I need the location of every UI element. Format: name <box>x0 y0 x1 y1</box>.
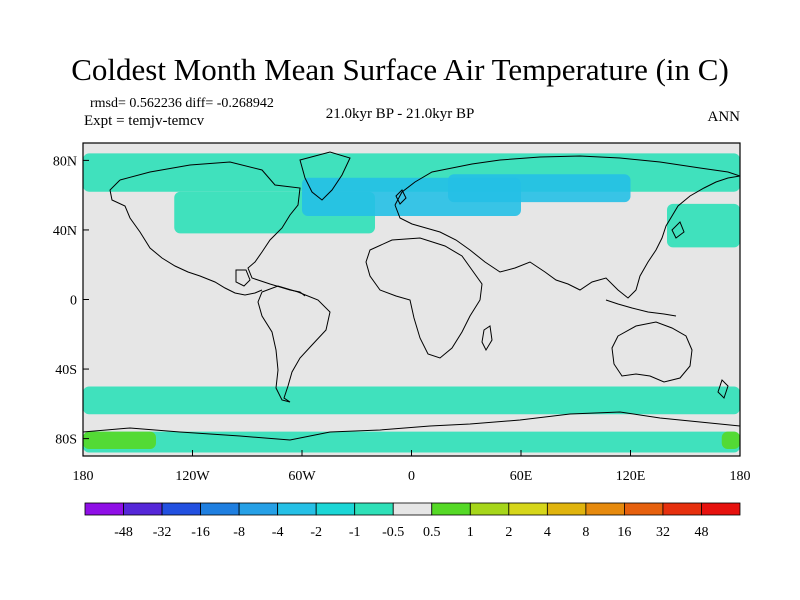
colorbar-swatch <box>624 502 664 516</box>
colorbar-swatch <box>161 502 201 516</box>
gulf-of-mexico <box>235 269 251 287</box>
colorbar-swatch <box>662 502 702 516</box>
north-america-west-coast <box>109 179 263 296</box>
eurasia-south-coast <box>394 175 740 299</box>
x-tick-label: 120E <box>616 469 646 484</box>
anomaly-region-4 <box>667 203 740 248</box>
colorbar-label: -0.5 <box>382 525 404 540</box>
colorbar-swatch <box>277 502 317 516</box>
colorbar-label: 0.5 <box>423 525 441 540</box>
anomaly-region-7 <box>83 431 156 450</box>
stats-text: rmsd= 0.562236 diff= -0.268942 <box>90 96 274 111</box>
x-tick-label: 180 <box>730 469 751 484</box>
colorbar-swatch <box>315 502 356 516</box>
colorbar-label: 2 <box>505 525 512 540</box>
colorbar-swatch <box>469 502 510 516</box>
colorbar-label: 32 <box>656 525 670 540</box>
x-tick-label: 0 <box>408 469 415 484</box>
colorbar-label: -4 <box>272 525 284 540</box>
colorbar-swatch <box>431 502 471 516</box>
japan <box>671 221 685 239</box>
y-tick-label: 0 <box>70 294 77 309</box>
y-tick-label: 40S <box>55 363 77 378</box>
season-label: ANN <box>707 109 741 125</box>
colorbar-swatch <box>354 502 394 516</box>
x-tick-label: 60W <box>288 469 316 484</box>
colorbar-swatch <box>238 502 279 516</box>
coastlines <box>83 151 740 441</box>
map-area <box>83 143 740 456</box>
x-tick-label: 120W <box>175 469 210 484</box>
north-america-coastline <box>119 161 306 297</box>
colorbar-label: 16 <box>617 525 631 540</box>
colorbar-label: 4 <box>544 525 551 540</box>
anomaly-region-8 <box>721 431 740 450</box>
greenland-coastline <box>299 151 351 201</box>
y-tick-label: 80S <box>55 433 77 448</box>
indonesia <box>605 299 677 317</box>
colorbar-label: 48 <box>694 525 708 540</box>
antarctica-coastline <box>83 411 740 441</box>
colorbar: -48 -32 -16 -8 -4 -2 -1 -0.5 0.5 1 2 4 8 16 32 48 <box>84 502 741 540</box>
anomaly-region-5 <box>83 386 740 415</box>
south-america-coastline <box>257 285 331 403</box>
x-tick-label: 180 <box>73 469 94 484</box>
british-isles <box>395 189 407 205</box>
x-tick-label: 60E <box>510 469 533 484</box>
colorbar-swatch <box>392 502 433 516</box>
chart-title: Coldest Month Mean Surface Air Temperatu… <box>71 52 729 87</box>
colorbar-label: -32 <box>153 525 172 540</box>
colorbar-swatch <box>508 502 548 516</box>
colorbar-label: 8 <box>582 525 589 540</box>
colorbar-label: -16 <box>191 525 210 540</box>
colorbar-label: -48 <box>114 525 133 540</box>
x-axis: 180 120W 60W 0 60E 120E 180 <box>73 450 751 484</box>
eurasia-north-coast <box>394 155 740 206</box>
colorbar-label: -2 <box>310 525 322 540</box>
africa-coastline <box>365 237 483 359</box>
new-zealand <box>717 379 729 399</box>
anomaly-region-3 <box>448 174 631 203</box>
y-axis: 80N 40N 0 40S 80S <box>53 154 89 448</box>
colorbar-swatch <box>701 502 741 516</box>
y-tick-label: 40N <box>53 224 77 239</box>
colorbar-label: -8 <box>233 525 245 540</box>
australia-coastline <box>611 321 693 383</box>
colorbar-swatch <box>200 502 240 516</box>
colorbar-swatch <box>123 502 163 516</box>
colorbar-label: -1 <box>349 525 361 540</box>
anomaly-region-6 <box>83 431 740 453</box>
y-tick-label: 80N <box>53 154 77 169</box>
colorbar-swatch <box>585 502 625 516</box>
experiment-label: Expt = temjv-temcv <box>84 113 205 129</box>
colorbar-swatch <box>84 502 124 516</box>
madagascar <box>481 325 493 352</box>
period-label: 21.0kyr BP - 21.0kyr BP <box>325 106 475 122</box>
colorbar-swatch <box>546 502 587 516</box>
colorbar-label: 1 <box>467 525 474 540</box>
